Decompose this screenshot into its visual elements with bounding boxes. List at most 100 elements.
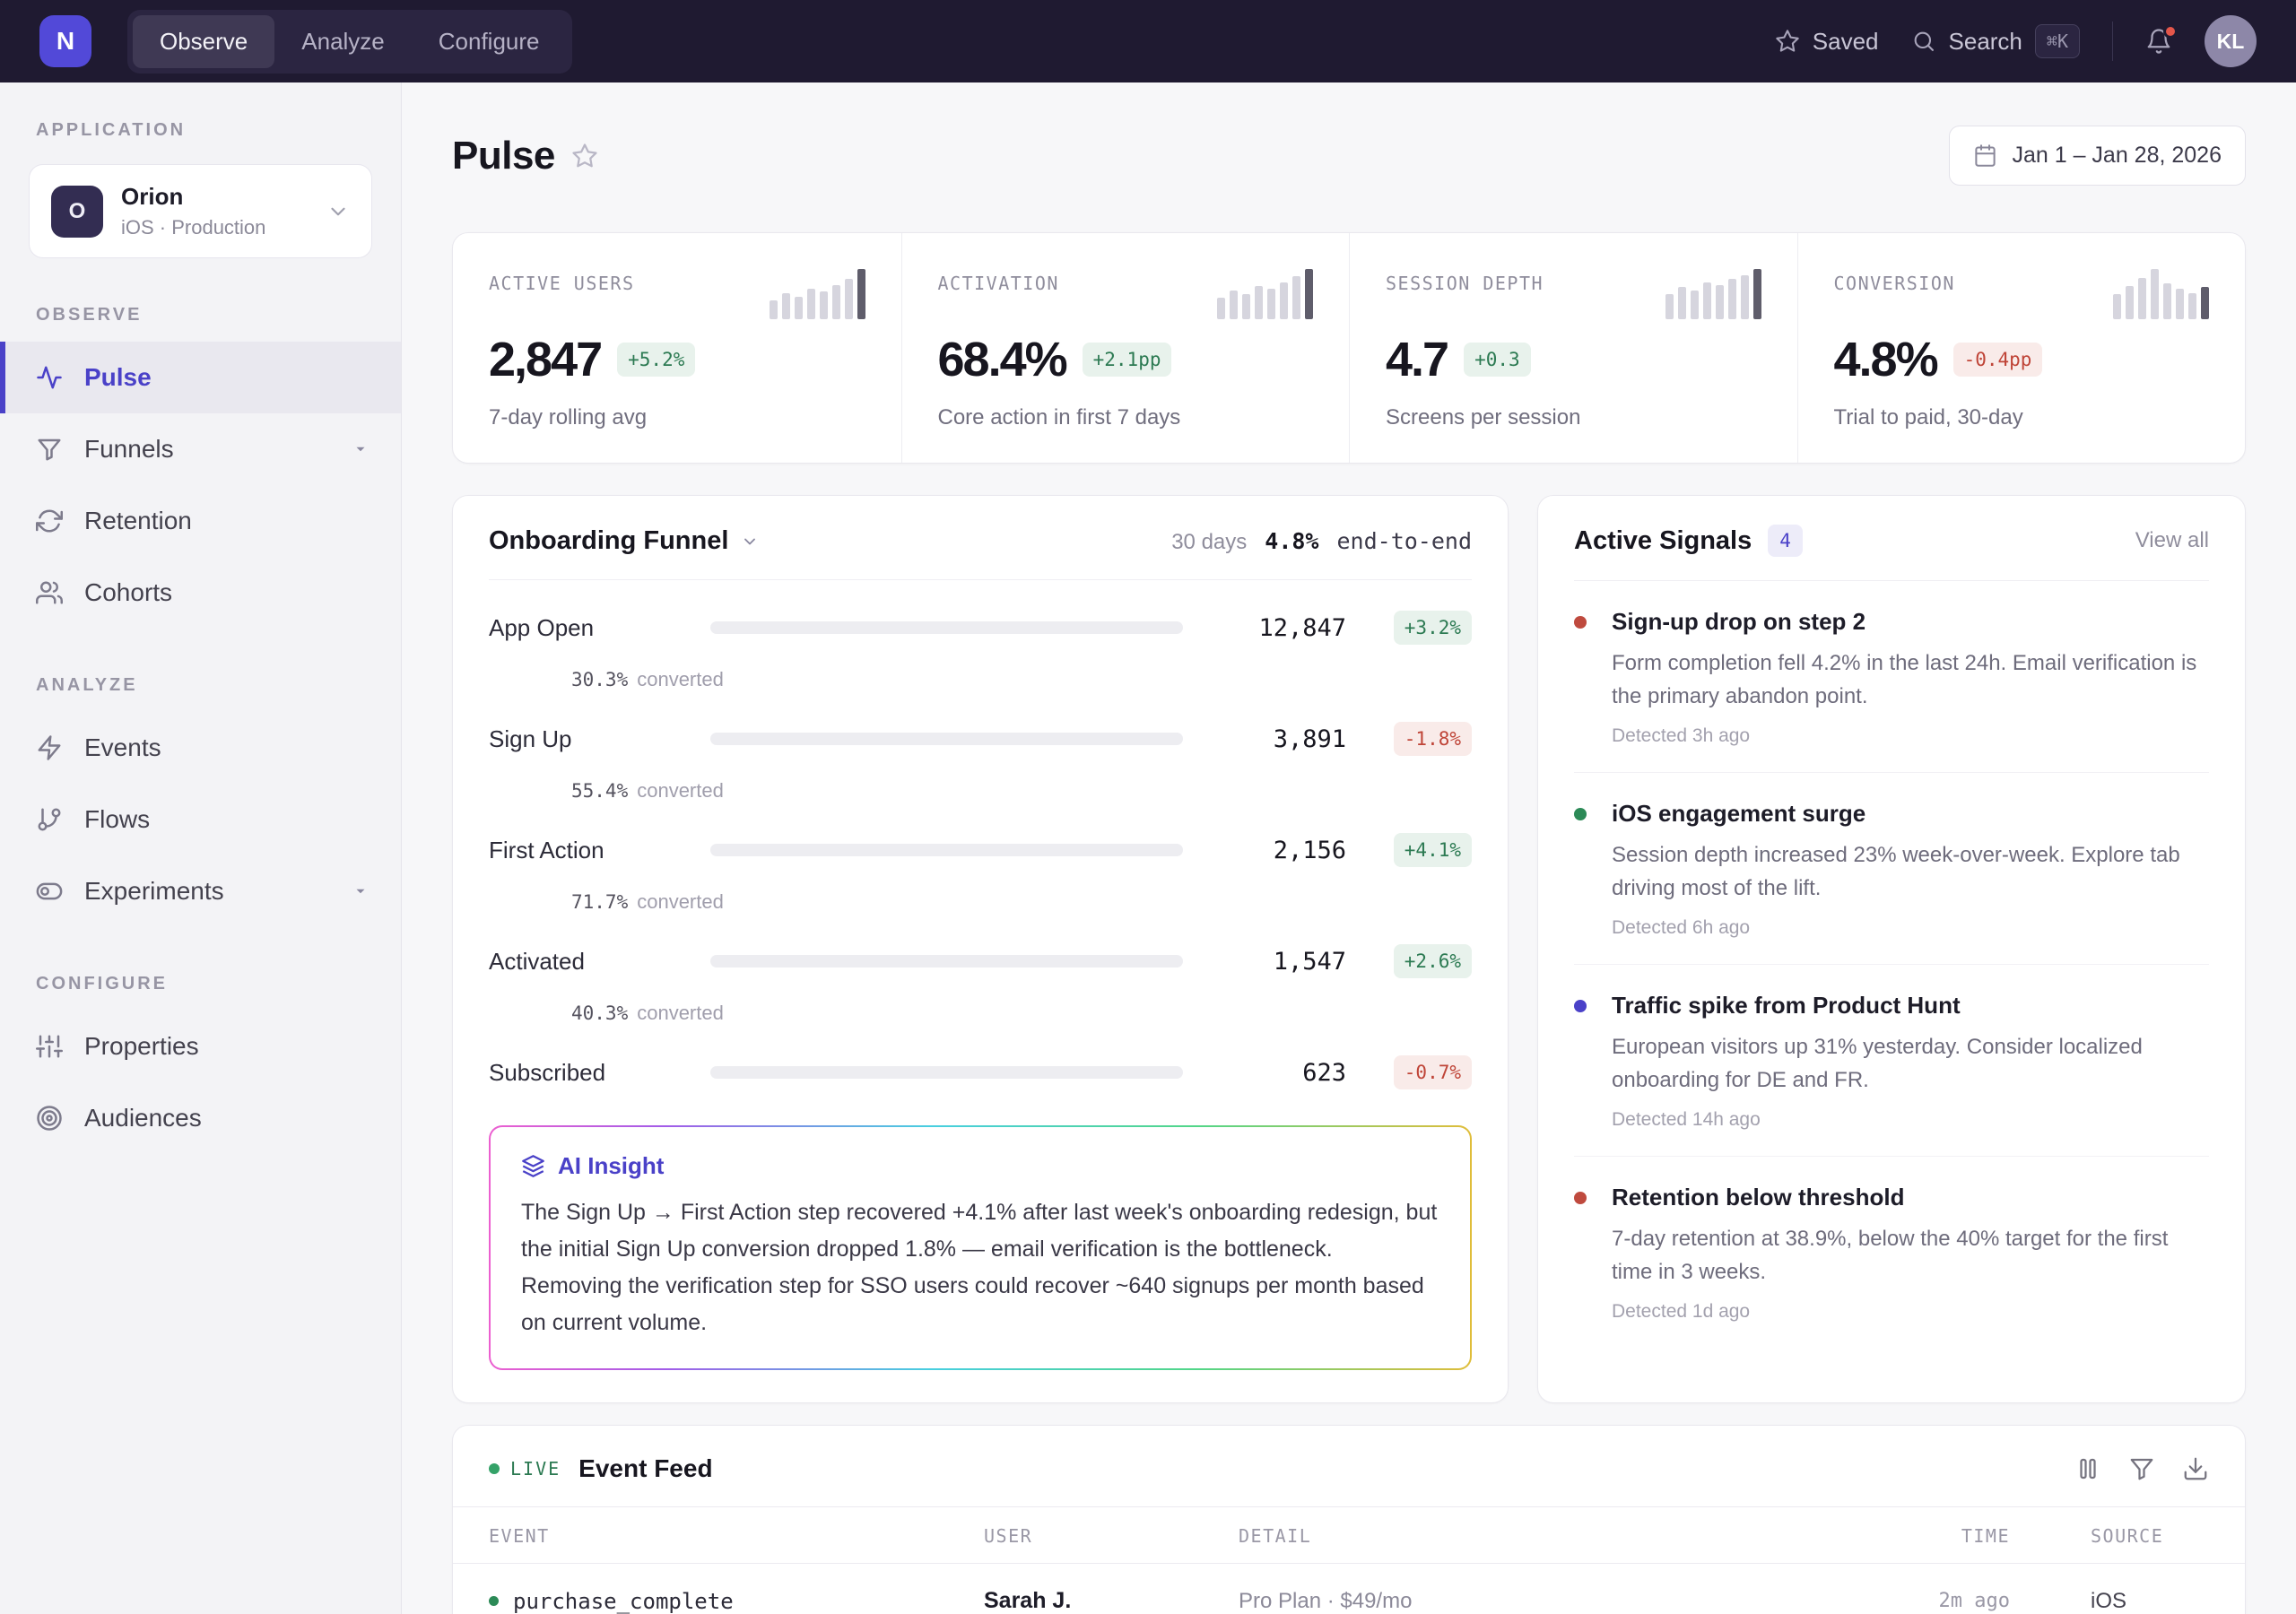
app-selector[interactable]: O Orion iOS · Production — [29, 164, 372, 258]
signal-title: Sign-up drop on step 2 — [1612, 608, 1866, 635]
sidebar-item-label: Events — [84, 733, 161, 761]
sidebar-item-label: Pulse — [84, 363, 152, 391]
kpi-caption: 7-day rolling avg — [489, 405, 648, 430]
target-icon — [36, 1105, 63, 1132]
app-environment: iOS · Production — [121, 216, 266, 239]
funnel-title: Onboarding Funnel — [489, 526, 729, 555]
column-header-source: SOURCE — [2091, 1525, 2164, 1547]
signals-count-badge: 4 — [1768, 525, 1803, 557]
view-all-link[interactable]: View all — [2135, 528, 2209, 552]
ai-insight-title: AI Insight — [558, 1152, 665, 1179]
columns-icon[interactable] — [2074, 1455, 2101, 1482]
event-table-header: EVENT USER DETAIL TIME SOURCE — [453, 1506, 2245, 1564]
signal-dot — [1574, 1000, 1587, 1012]
kpi-label: ACTIVE USERS — [489, 273, 635, 294]
kpi-delta-badge: +0.3 — [1464, 343, 1531, 377]
funnel-icon — [36, 436, 63, 463]
tab-configure[interactable]: Configure — [438, 27, 540, 55]
funnel-step-name: Subscribed — [489, 1058, 606, 1086]
sidebar-item-label: Cohorts — [84, 578, 173, 606]
table-row[interactable]: purchase_complete Sarah J. Pro Plan · $4… — [453, 1564, 2245, 1614]
event-feed-card: LIVE Event Feed EVENT USER DET — [452, 1425, 2246, 1614]
funnel-step-delta: +2.6% — [1393, 944, 1472, 978]
signal-item[interactable]: Retention below threshold 7-day retentio… — [1574, 1157, 2209, 1348]
sidebar-item-funnels[interactable]: Funnels — [0, 413, 401, 485]
download-icon[interactable] — [2182, 1455, 2209, 1482]
funnel-step-value: 2,156 — [1273, 836, 1346, 864]
funnel-step: Activated 1,547 +2.6% — [489, 944, 1472, 978]
tab-analyze[interactable]: Analyze — [301, 27, 385, 55]
filter-icon[interactable] — [2128, 1455, 2155, 1482]
active-signals-card: Active Signals 4 View all Sign-up drop o… — [1537, 495, 2246, 1403]
funnel-step-delta: -1.8% — [1393, 722, 1472, 756]
search-button[interactable]: Search ⌘K — [1911, 24, 2080, 58]
date-range-picker[interactable]: Jan 1 – Jan 28, 2026 — [1949, 126, 2246, 186]
sidebar-item-events[interactable]: Events — [0, 712, 401, 784]
kpi-value: 4.8% — [1833, 333, 1939, 386]
event-feed-title: Event Feed — [578, 1454, 713, 1482]
kpi-value: 4.7 — [1386, 333, 1449, 386]
sliders-icon — [36, 1033, 63, 1060]
funnel-step-delta: +4.1% — [1393, 833, 1472, 867]
avatar[interactable]: KL — [2205, 15, 2257, 67]
kpi-delta-badge: -0.4pp — [1952, 343, 2043, 377]
signal-dot — [1574, 808, 1587, 820]
kpi-label: CONVERSION — [1833, 273, 1955, 294]
live-label: LIVE — [510, 1458, 561, 1480]
signal-item[interactable]: iOS engagement surge Session depth incre… — [1574, 773, 2209, 965]
sparkline-chart — [1217, 264, 1313, 319]
event-source: iOS — [2091, 1588, 2127, 1613]
signal-dot — [1574, 616, 1587, 629]
topbar: N Observe Analyze Configure Saved Search… — [0, 0, 2296, 82]
signal-item[interactable]: Traffic spike from Product Hunt European… — [1574, 965, 2209, 1157]
funnel-summary-value: 4.8% — [1265, 527, 1319, 554]
layers-icon — [521, 1154, 545, 1178]
event-detail: Pro Plan · $49/mo — [1239, 1588, 1413, 1613]
notifications-button[interactable] — [2145, 24, 2178, 55]
kpi-delta-badge: +2.1pp — [1082, 343, 1172, 377]
kpi-conversion: CONVERSION 4.8% -0.4pp Trial to paid, 30… — [1796, 233, 2246, 463]
chevron-down-icon — [326, 200, 350, 223]
app-logo[interactable]: N — [39, 15, 91, 67]
sidebar-item-label: Audiences — [84, 1104, 202, 1132]
star-icon — [1775, 29, 1800, 54]
saved-button[interactable]: Saved — [1775, 28, 1879, 56]
ai-insight-body: The Sign Up → First Action step recovere… — [521, 1200, 1438, 1335]
sidebar-item-audiences[interactable]: Audiences — [0, 1082, 401, 1154]
funnel-step: App Open 12,847 +3.2% — [489, 611, 1472, 645]
favorite-star-icon[interactable] — [571, 143, 598, 169]
column-header-event: EVENT — [489, 1525, 550, 1547]
kpi-caption: Trial to paid, 30-day — [1833, 405, 2023, 430]
zap-icon — [36, 734, 63, 761]
sidebar-item-retention[interactable]: Retention — [0, 485, 401, 557]
funnel-summary-label: end-to-end — [1336, 527, 1472, 554]
tab-observe[interactable]: Observe — [133, 14, 275, 68]
search-label: Search — [1948, 27, 2022, 55]
funnel-period: 30 days — [1171, 529, 1248, 554]
onboarding-funnel-card: Onboarding Funnel 30 days 4.8% end-to-en… — [452, 495, 1509, 1403]
page-title: Pulse — [452, 133, 555, 178]
chevron-down-icon — [741, 533, 759, 551]
signal-item[interactable]: Sign-up drop on step 2 Form completion f… — [1574, 581, 2209, 773]
signal-description: European visitors up 31% yesterday. Cons… — [1612, 1035, 2143, 1092]
sidebar-item-properties[interactable]: Properties — [0, 1011, 401, 1082]
sparkline-chart — [769, 264, 865, 319]
funnel-step-delta: -0.7% — [1393, 1055, 1472, 1089]
funnel-title-dropdown[interactable]: Onboarding Funnel — [489, 526, 759, 556]
configure-section-label: CONFIGURE — [36, 974, 168, 994]
event-user: Sarah J. — [984, 1588, 1072, 1613]
kpi-value: 2,847 — [489, 333, 603, 386]
sidebar-item-flows[interactable]: Flows — [0, 784, 401, 855]
sidebar-item-pulse[interactable]: Pulse — [0, 342, 401, 413]
refresh-icon — [36, 508, 63, 534]
calendar-icon — [1973, 143, 1997, 168]
live-indicator-dot — [489, 1463, 500, 1474]
main-content: Pulse Jan 1 – Jan 28, 2026 ACTIVE USERS — [402, 82, 2296, 1614]
kpi-delta-badge: +5.2% — [617, 343, 696, 377]
sparkline-chart — [1665, 264, 1761, 319]
sidebar-item-cohorts[interactable]: Cohorts — [0, 557, 401, 629]
sidebar-item-label: Properties — [84, 1032, 199, 1060]
primary-tabs: Observe Analyze Configure — [127, 9, 572, 74]
saved-label: Saved — [1812, 27, 1879, 55]
sidebar-item-experiments[interactable]: Experiments — [0, 855, 401, 927]
